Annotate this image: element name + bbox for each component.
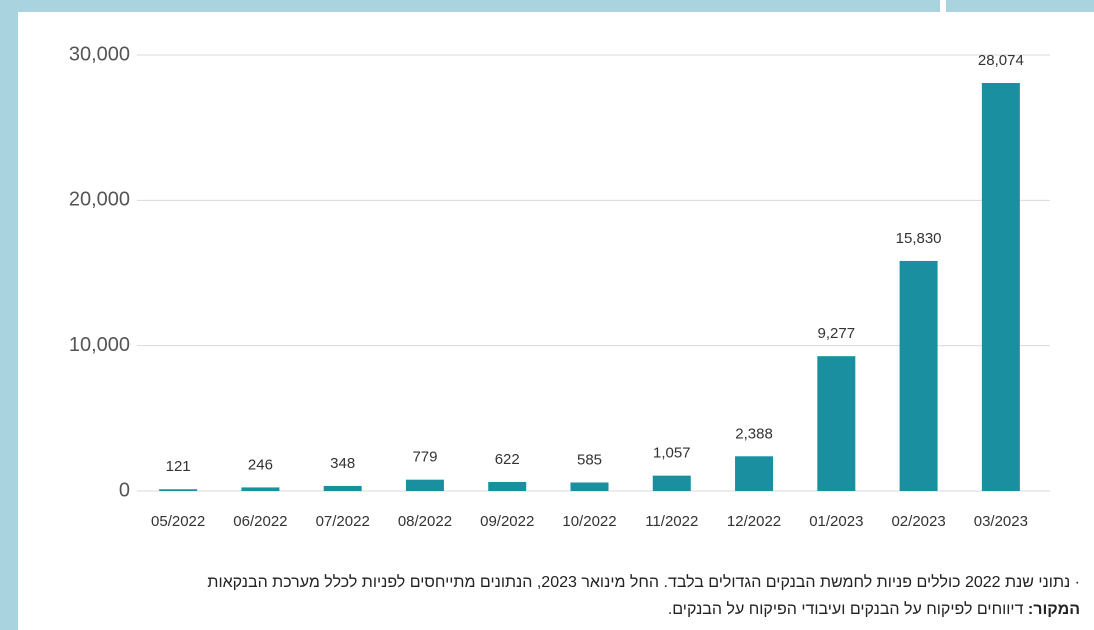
value-label: 2,388 bbox=[735, 425, 773, 442]
x-tick-label: 02/2023 bbox=[891, 513, 945, 530]
bar bbox=[241, 487, 280, 491]
bar bbox=[735, 456, 774, 491]
value-label: 246 bbox=[248, 456, 273, 473]
bar bbox=[652, 475, 691, 491]
y-tick-label: 0 bbox=[119, 479, 130, 501]
x-tick-label: 10/2022 bbox=[562, 513, 616, 530]
value-label: 28,074 bbox=[978, 52, 1024, 69]
chart: 0 10,000 20,000 30,000 05/2022 121 06/2022 246 0… bbox=[69, 43, 1050, 530]
value-label: 9,277 bbox=[818, 325, 856, 342]
value-label: 622 bbox=[495, 451, 520, 468]
bullet: · bbox=[1070, 574, 1080, 591]
x-tick-label: 08/2022 bbox=[398, 513, 452, 530]
bar bbox=[981, 82, 1020, 491]
bar bbox=[817, 356, 856, 491]
x-tick-label: 12/2022 bbox=[727, 513, 781, 530]
x-tick-label: 01/2023 bbox=[809, 513, 863, 530]
top-strip-right bbox=[946, 0, 1094, 12]
top-strip bbox=[18, 0, 940, 12]
source-label: המקור: bbox=[1027, 601, 1080, 618]
y-tick-label: 10,000 bbox=[69, 334, 130, 356]
bar bbox=[570, 482, 609, 491]
source-line: המקור: דיווחים לפיקוח על הבנקים ועיבודי … bbox=[668, 601, 1080, 619]
bar bbox=[323, 485, 362, 491]
left-strip bbox=[0, 0, 18, 630]
bar bbox=[488, 481, 527, 491]
bar bbox=[899, 260, 938, 491]
y-tick-label: 20,000 bbox=[69, 189, 130, 211]
value-label: 1,057 bbox=[653, 445, 691, 462]
x-tick-label: 07/2022 bbox=[316, 513, 370, 530]
source-text: דיווחים לפיקוח על הבנקים ועיבודי הפיקוח … bbox=[667, 601, 1024, 618]
x-tick-label: 09/2022 bbox=[480, 513, 534, 530]
x-tick-label: 05/2022 bbox=[151, 513, 205, 530]
bar bbox=[405, 479, 444, 491]
value-label: 779 bbox=[412, 449, 437, 466]
footnote: · נתוני שנת 2022 כוללים פניות לחמשת הבנק… bbox=[207, 574, 1080, 592]
value-label: 585 bbox=[577, 451, 602, 468]
x-tick-label: 11/2022 bbox=[645, 513, 698, 530]
bar bbox=[159, 489, 198, 491]
value-label: 348 bbox=[330, 455, 355, 472]
value-label: 15,830 bbox=[896, 230, 942, 247]
x-tick-label: 06/2022 bbox=[233, 513, 287, 530]
x-tick-label: 03/2023 bbox=[974, 513, 1028, 530]
note-text: נתוני שנת 2022 כוללים פניות לחמשת הבנקים… bbox=[207, 574, 1071, 591]
y-tick-label: 30,000 bbox=[69, 43, 130, 65]
value-label: 121 bbox=[166, 458, 191, 475]
